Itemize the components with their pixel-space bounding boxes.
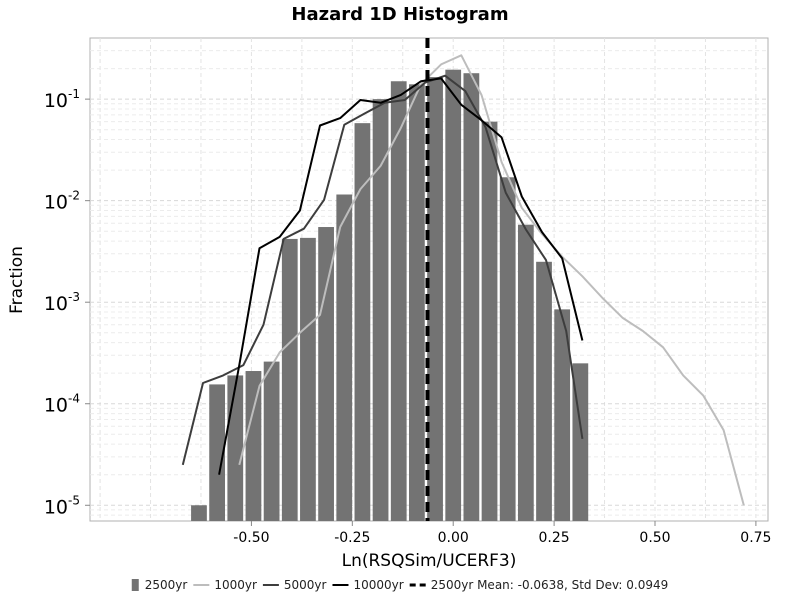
series-line-10000yr bbox=[218, 77, 584, 475]
y-tick-label: 10-4 bbox=[44, 392, 80, 417]
histogram-bar bbox=[263, 361, 280, 521]
x-tick-label: 0.25 bbox=[539, 530, 570, 546]
x-tick-label: 0.00 bbox=[438, 530, 469, 546]
x-tick-label: -0.50 bbox=[233, 530, 269, 546]
y-axis-ticks: 10-5 10-4 10-3 10-2 10-1 bbox=[44, 87, 90, 518]
histogram-bar bbox=[390, 81, 407, 521]
histogram-bar bbox=[427, 77, 443, 521]
legend-label: 2500yr bbox=[145, 578, 188, 592]
histogram-bar bbox=[409, 84, 425, 522]
histogram-bar bbox=[227, 375, 244, 521]
x-axis-ticks: -0.50 -0.25 0.00 0.25 0.50 0.75 bbox=[233, 521, 771, 546]
histogram-bar bbox=[300, 237, 316, 521]
y-axis-title: Fraction bbox=[7, 246, 27, 314]
x-axis-title: Ln(RSQSim/UCERF3) bbox=[342, 551, 517, 571]
y-tick-label: 10-1 bbox=[44, 87, 80, 112]
y-tick-label: 10-3 bbox=[44, 290, 80, 315]
legend-item-5000yr: 5000yr bbox=[262, 578, 327, 592]
histogram-bar bbox=[463, 73, 480, 521]
legend-item-1000yr: 1000yr bbox=[193, 578, 257, 592]
legend-item-10000yr: 10000yr bbox=[332, 578, 404, 592]
series-lines bbox=[181, 54, 745, 506]
histogram-bar bbox=[445, 69, 462, 522]
histogram-bar bbox=[336, 194, 353, 521]
histogram-bar bbox=[517, 224, 534, 521]
histogram-bar bbox=[536, 261, 552, 521]
x-tick-label: 0.75 bbox=[740, 530, 771, 546]
x-tick-label: 0.50 bbox=[639, 530, 670, 546]
legend-label: 2500yr Mean: -0.0638, Std Dev: 0.0949 bbox=[431, 578, 669, 592]
legend-swatch bbox=[131, 579, 139, 591]
histogram-bar bbox=[354, 123, 371, 522]
histogram-bar bbox=[318, 227, 334, 521]
legend-item-2500yr: 2500yr bbox=[131, 578, 188, 592]
y-tick-label: 10-5 bbox=[44, 493, 80, 518]
histogram-bar bbox=[209, 384, 226, 521]
legend-item-2500yr-mean: 2500yr Mean: -0.0638, Std Dev: 0.0949 bbox=[409, 578, 669, 592]
histogram-bar bbox=[281, 238, 298, 522]
x-tick-label: -0.25 bbox=[334, 530, 370, 546]
histogram-bars bbox=[191, 69, 589, 522]
series-line-5000yr bbox=[181, 74, 584, 466]
histogram-bar bbox=[481, 121, 498, 522]
histogram-bar bbox=[554, 309, 571, 521]
y-tick-label: 10-2 bbox=[44, 189, 80, 214]
legend-label: 5000yr bbox=[284, 578, 327, 592]
histogram-bar bbox=[372, 99, 389, 521]
histogram-bar bbox=[499, 177, 516, 521]
histogram-bar bbox=[191, 505, 207, 521]
chart-title: Hazard 1D Histogram bbox=[291, 4, 508, 25]
legend: 2500yr 1000yr 5000yr 10000yr 2500yr Mean: -0… bbox=[131, 578, 669, 592]
legend-label: 10000yr bbox=[353, 578, 403, 592]
histogram-bar bbox=[245, 371, 262, 521]
legend-label: 1000yr bbox=[214, 578, 257, 592]
